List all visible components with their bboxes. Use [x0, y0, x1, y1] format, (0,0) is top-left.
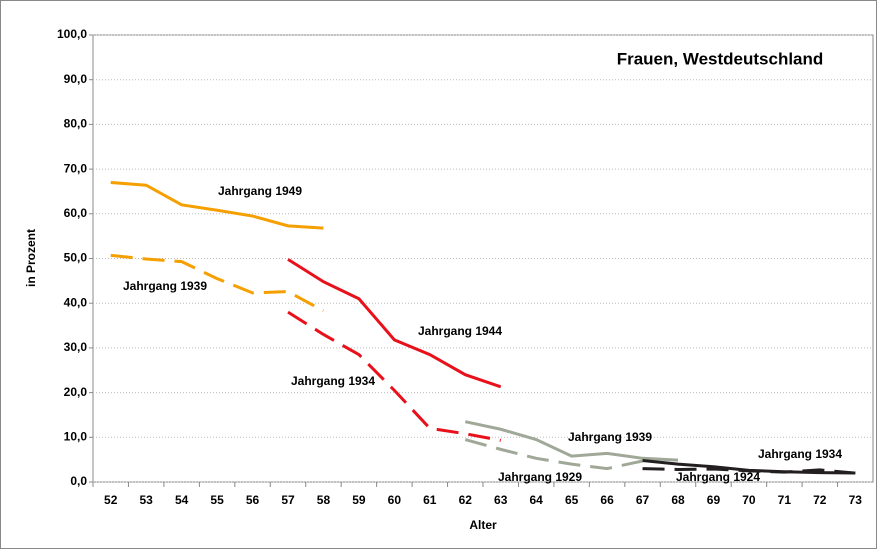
y-tick-label: 70,0 — [64, 161, 88, 175]
x-tick-label: 72 — [813, 493, 827, 507]
series-label: Jahrgang 1939 — [123, 279, 207, 293]
x-tick-label: 70 — [742, 493, 756, 507]
x-tick-label: 65 — [565, 493, 579, 507]
series-line — [110, 181, 324, 230]
series-line — [464, 420, 679, 462]
x-tick-label: 63 — [494, 493, 508, 507]
series-label: Jahrgang 1929 — [498, 470, 582, 484]
series-line — [287, 310, 502, 442]
series-label: Jahrgang 1944 — [418, 324, 502, 338]
y-tick-label: 90,0 — [64, 72, 88, 86]
x-tick-label: 69 — [707, 493, 721, 507]
series-label: Jahrgang 1949 — [218, 184, 302, 198]
y-tick-label: 0,0 — [70, 474, 87, 488]
x-tick-label: 66 — [600, 493, 614, 507]
series-label: Jahrgang 1934 — [291, 374, 375, 388]
series-label: Jahrgang 1934 — [758, 447, 842, 461]
y-tick-label: 50,0 — [64, 251, 88, 265]
y-tick-label: 40,0 — [64, 295, 88, 309]
x-tick-label: 57 — [281, 493, 295, 507]
x-tick-label: 60 — [388, 493, 402, 507]
x-tick-label: 59 — [352, 493, 366, 507]
x-tick-label: 55 — [210, 493, 224, 507]
x-tick-label: 56 — [246, 493, 260, 507]
series-label: Jahrgang 1924 — [676, 470, 760, 484]
x-tick-label: 64 — [530, 493, 544, 507]
y-axis-label: in Prozent — [24, 229, 38, 287]
x-tick-label: 61 — [423, 493, 437, 507]
y-tick-label: 20,0 — [64, 385, 88, 399]
x-tick-label: 67 — [636, 493, 650, 507]
x-tick-label: 53 — [140, 493, 154, 507]
x-axis-label: Alter — [469, 518, 497, 532]
y-tick-label: 100,0 — [57, 27, 87, 41]
x-tick-label: 58 — [317, 493, 331, 507]
chart-title: Frauen, Westdeutschland — [617, 49, 824, 68]
x-tick-label: 52 — [104, 493, 118, 507]
x-tick-label: 68 — [671, 493, 685, 507]
x-tick-label: 73 — [849, 493, 863, 507]
series-line — [110, 253, 325, 313]
series-line — [287, 258, 502, 389]
y-tick-label: 60,0 — [64, 206, 88, 220]
y-tick-label: 10,0 — [64, 429, 88, 443]
series-label: Jahrgang 1939 — [568, 430, 652, 444]
series-line — [642, 467, 856, 475]
x-tick-label: 54 — [175, 493, 189, 507]
x-tick-label: 71 — [778, 493, 792, 507]
x-tick-label: 62 — [459, 493, 473, 507]
y-tick-label: 80,0 — [64, 117, 88, 131]
y-tick-label: 30,0 — [64, 340, 88, 354]
